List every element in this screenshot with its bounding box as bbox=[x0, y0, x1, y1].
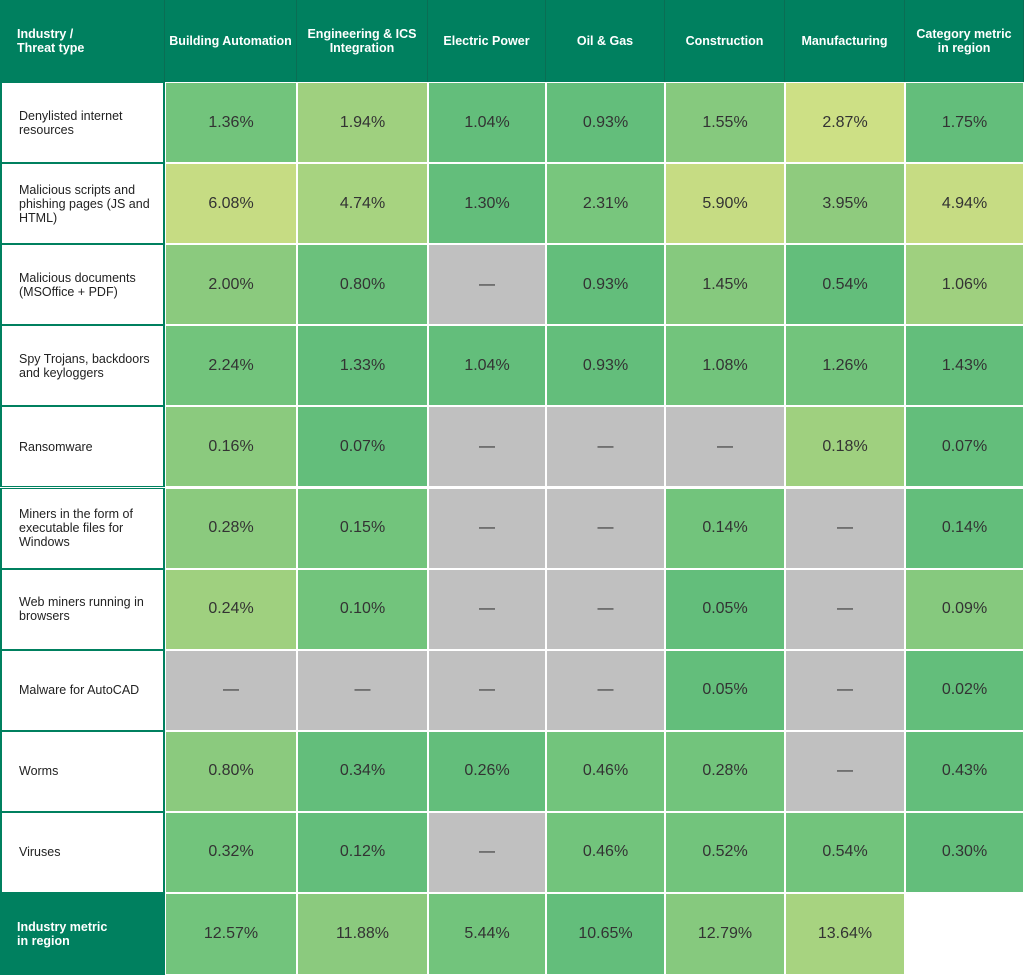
row-label: Spy Trojans, backdoors and keyloggers bbox=[0, 325, 165, 407]
value-cell: — bbox=[428, 487, 546, 569]
value-cell: — bbox=[428, 811, 546, 893]
value-cell: 0.09% bbox=[905, 568, 1024, 650]
value-cell: 0.18% bbox=[785, 406, 905, 488]
value-cell: 2.87% bbox=[785, 82, 905, 164]
value-cell: 0.05% bbox=[665, 568, 785, 650]
value-cell: 0.10% bbox=[297, 568, 428, 650]
row-label: Worms bbox=[0, 730, 165, 812]
value-cell: — bbox=[428, 649, 546, 731]
value-cell: 0.15% bbox=[297, 487, 428, 569]
footer-cell: 11.88% bbox=[297, 893, 428, 975]
value-cell: 0.32% bbox=[165, 811, 297, 893]
value-cell: — bbox=[165, 649, 297, 731]
value-cell: 0.46% bbox=[546, 730, 665, 812]
value-cell: — bbox=[546, 568, 665, 650]
value-cell: 0.02% bbox=[905, 649, 1024, 731]
value-cell: 0.16% bbox=[165, 406, 297, 488]
value-cell: 1.43% bbox=[905, 325, 1024, 407]
value-cell: 0.12% bbox=[297, 811, 428, 893]
value-cell: 2.24% bbox=[165, 325, 297, 407]
value-cell: 0.52% bbox=[665, 811, 785, 893]
value-cell: — bbox=[785, 730, 905, 812]
value-cell: 0.54% bbox=[785, 244, 905, 326]
value-cell: 6.08% bbox=[165, 163, 297, 245]
value-cell: 0.93% bbox=[546, 325, 665, 407]
value-cell: 1.04% bbox=[428, 82, 546, 164]
value-cell: — bbox=[785, 649, 905, 731]
value-cell: 0.14% bbox=[665, 487, 785, 569]
value-cell: 0.28% bbox=[165, 487, 297, 569]
value-cell: 4.94% bbox=[905, 163, 1024, 245]
value-cell: 1.30% bbox=[428, 163, 546, 245]
column-header: Oil & Gas bbox=[546, 0, 665, 82]
value-cell: — bbox=[546, 487, 665, 569]
value-cell: 5.90% bbox=[665, 163, 785, 245]
value-cell: — bbox=[665, 406, 785, 488]
value-cell: 1.26% bbox=[785, 325, 905, 407]
value-cell: 1.75% bbox=[905, 82, 1024, 164]
value-cell: 0.80% bbox=[165, 730, 297, 812]
value-cell: 4.74% bbox=[297, 163, 428, 245]
value-cell: 0.46% bbox=[546, 811, 665, 893]
value-cell: 0.28% bbox=[665, 730, 785, 812]
column-header: Industry / Threat type bbox=[0, 0, 165, 82]
row-label: Malicious scripts and phishing pages (JS… bbox=[0, 163, 165, 245]
value-cell: 1.45% bbox=[665, 244, 785, 326]
value-cell: 0.43% bbox=[905, 730, 1024, 812]
row-label: Miners in the form of executable files f… bbox=[0, 487, 165, 569]
value-cell: 2.31% bbox=[546, 163, 665, 245]
value-cell: 1.06% bbox=[905, 244, 1024, 326]
value-cell: 0.34% bbox=[297, 730, 428, 812]
column-header: Building Automation bbox=[165, 0, 297, 82]
value-cell: 1.08% bbox=[665, 325, 785, 407]
value-cell: 1.36% bbox=[165, 82, 297, 164]
value-cell: 0.07% bbox=[905, 406, 1024, 488]
column-header: Manufacturing bbox=[785, 0, 905, 82]
footer-cell: 12.79% bbox=[665, 893, 785, 975]
footer-cell: 10.65% bbox=[546, 893, 665, 975]
value-cell: 1.04% bbox=[428, 325, 546, 407]
value-cell: 1.55% bbox=[665, 82, 785, 164]
value-cell: 1.94% bbox=[297, 82, 428, 164]
value-cell: 0.07% bbox=[297, 406, 428, 488]
row-label: Viruses bbox=[0, 811, 165, 893]
value-cell: 0.30% bbox=[905, 811, 1024, 893]
value-cell: — bbox=[785, 487, 905, 569]
row-label: Malware for AutoCAD bbox=[0, 649, 165, 731]
value-cell: — bbox=[428, 406, 546, 488]
value-cell: 1.33% bbox=[297, 325, 428, 407]
row-label: Malicious documents (MSOffice + PDF) bbox=[0, 244, 165, 326]
value-cell: 0.26% bbox=[428, 730, 546, 812]
value-cell: — bbox=[428, 568, 546, 650]
column-header: Construction bbox=[665, 0, 785, 82]
value-cell: 0.24% bbox=[165, 568, 297, 650]
column-header: Electric Power bbox=[428, 0, 546, 82]
footer-cell: 13.64% bbox=[785, 893, 905, 975]
value-cell: — bbox=[546, 406, 665, 488]
footer-cell: 12.57% bbox=[165, 893, 297, 975]
value-cell: — bbox=[546, 649, 665, 731]
value-cell: — bbox=[297, 649, 428, 731]
row-label: Denylisted internet resources bbox=[0, 82, 165, 164]
value-cell: 0.05% bbox=[665, 649, 785, 731]
column-header: Engineering & ICS Integration bbox=[297, 0, 428, 82]
value-cell: 0.54% bbox=[785, 811, 905, 893]
value-cell: 0.14% bbox=[905, 487, 1024, 569]
value-cell: — bbox=[785, 568, 905, 650]
value-cell: 2.00% bbox=[165, 244, 297, 326]
row-label: Web miners running in browsers bbox=[0, 568, 165, 650]
value-cell: — bbox=[428, 244, 546, 326]
footer-label: Industry metric in region bbox=[0, 893, 165, 975]
value-cell: 3.95% bbox=[785, 163, 905, 245]
value-cell: 0.93% bbox=[546, 244, 665, 326]
column-header: Category metric in region bbox=[905, 0, 1024, 82]
row-label: Ransomware bbox=[0, 406, 165, 488]
value-cell: 0.80% bbox=[297, 244, 428, 326]
footer-cell: 5.44% bbox=[428, 893, 546, 975]
value-cell: 0.93% bbox=[546, 82, 665, 164]
